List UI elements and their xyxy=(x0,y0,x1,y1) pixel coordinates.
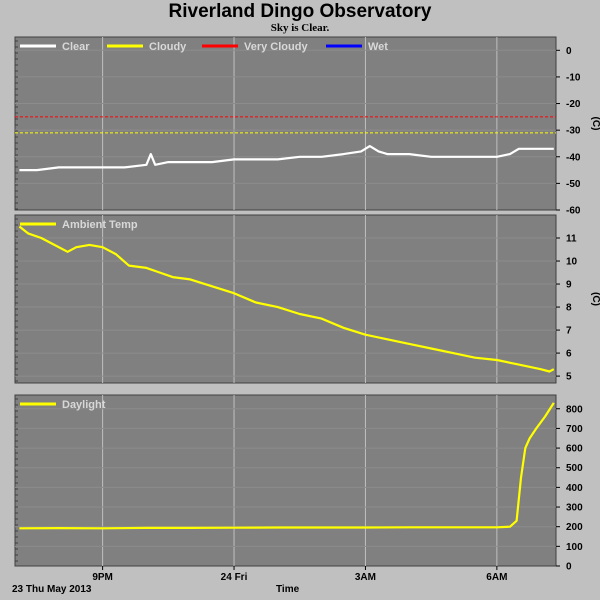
y-tick-label: 11 xyxy=(566,234,577,245)
y-tick-label: 7 xyxy=(566,326,572,337)
sky-status: Sky is Clear. xyxy=(270,22,330,34)
y-tick-label: 6 xyxy=(566,349,572,360)
series-daylight xyxy=(19,402,555,530)
y-tick-label: -30 xyxy=(566,126,581,137)
y-tick-label: 10 xyxy=(566,257,578,268)
y-tick-label: 200 xyxy=(566,522,583,533)
panel-daylight: 800 700 600 500 400 300 200 100 0 Daylight xyxy=(14,394,583,573)
x-tick-label: 9PM xyxy=(92,572,113,583)
y-tick-label: 0 xyxy=(566,562,572,573)
y-tick-label: 300 xyxy=(566,503,583,514)
y-tick-label: -20 xyxy=(566,99,581,110)
legend-entry: Very Cloudy xyxy=(244,41,308,53)
y-tick-label: 9 xyxy=(566,280,572,291)
page-title: Riverland Dingo Observatory xyxy=(168,1,432,22)
plot-area xyxy=(14,394,557,567)
y-tick-label: 400 xyxy=(566,483,583,494)
y-tick-label: -10 xyxy=(566,72,581,83)
x-tick-label: 24 Fri xyxy=(221,572,248,583)
x-tick-label: 6AM xyxy=(486,572,507,583)
legend-entry: Clear xyxy=(62,41,90,53)
legend-entry: Daylight xyxy=(62,399,106,411)
x-tick-label: 3AM xyxy=(355,572,376,583)
y-axis-label: (C) xyxy=(590,117,600,131)
y-tick-label: 100 xyxy=(566,542,583,553)
y-tick-label: 800 xyxy=(566,404,583,415)
panel-ambient: 11 10 9 8 7 6 5 (C) Ambient Temp xyxy=(14,214,600,384)
y-tick-label: 600 xyxy=(566,444,583,455)
y-tick-label: -50 xyxy=(566,179,581,190)
y-tick-label: 0 xyxy=(566,46,572,57)
series-clear xyxy=(19,145,554,172)
legend-entry: Wet xyxy=(368,41,388,53)
time-axis-label: Time xyxy=(276,584,300,595)
legend-entry: Cloudy xyxy=(149,41,187,53)
y-tick-label: -40 xyxy=(566,152,581,163)
legend-entry: Ambient Temp xyxy=(62,219,138,231)
y-tick-label: 500 xyxy=(566,463,583,474)
y-tick-label: 5 xyxy=(566,372,572,383)
series-ambient-temp xyxy=(18,225,555,373)
y-tick-label: 8 xyxy=(566,303,572,314)
y-tick-label: 700 xyxy=(566,424,583,435)
y-tick-label: -60 xyxy=(566,206,581,217)
panel-sky: 0 -10 -20 -30 -40 -50 -60 (C) Clear Cloudy Very Cl… xyxy=(14,36,600,217)
y-axis-label: (C) xyxy=(590,292,600,306)
date-label: 23 Thu May 2013 xyxy=(12,584,92,595)
plot-area xyxy=(14,36,557,211)
